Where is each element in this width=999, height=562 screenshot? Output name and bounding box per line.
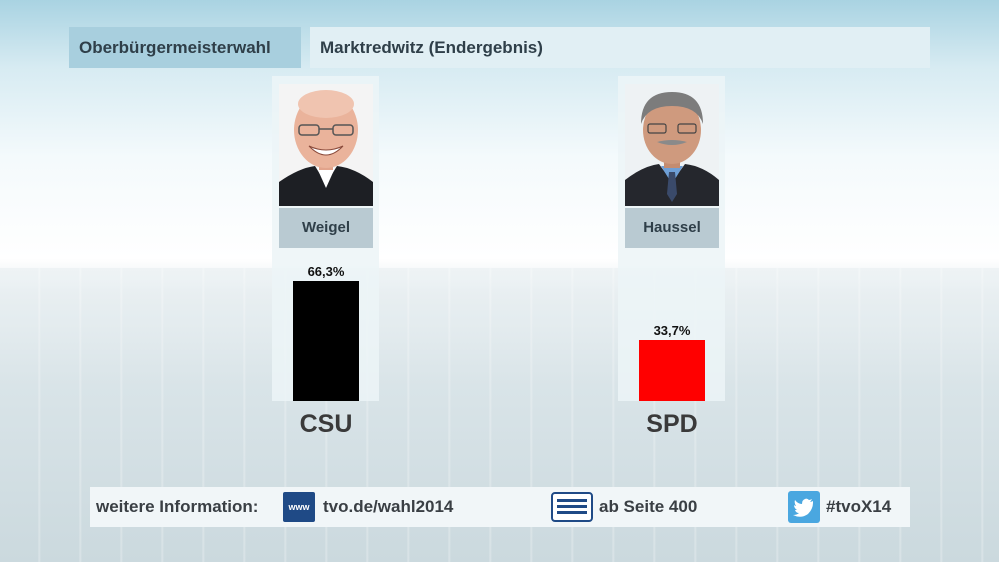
candidate-name-weigel: Weigel [279, 208, 373, 248]
footer-info-label: weitere Information: [96, 497, 259, 516]
candidate-name-haussel: Haussel [625, 208, 719, 248]
bar-spd [639, 340, 705, 401]
candidate-photo-haussel [625, 84, 719, 206]
value-label-csu: 66,3% [308, 264, 345, 279]
candidate-photo-weigel [279, 84, 373, 206]
election-type-title: Oberbürgermeisterwahl [69, 27, 301, 68]
twitter-icon [788, 491, 820, 523]
location-title: Marktredwitz (Endergebnis) [310, 27, 930, 68]
footer-teletext-page: ab Seite 400 [599, 497, 698, 516]
info-footer: weitere Information: www tvo.de/wahl2014… [90, 487, 910, 527]
www-icon: www [283, 492, 315, 522]
footer-hashtag: #tvoX14 [826, 497, 892, 516]
footer-website-link[interactable]: tvo.de/wahl2014 [323, 497, 454, 516]
teletext-icon [551, 492, 593, 522]
party-label-csu: CSU [299, 410, 353, 438]
bar-csu [293, 281, 359, 401]
party-label-spd: SPD [646, 410, 698, 438]
value-label-spd: 33,7% [654, 323, 691, 338]
